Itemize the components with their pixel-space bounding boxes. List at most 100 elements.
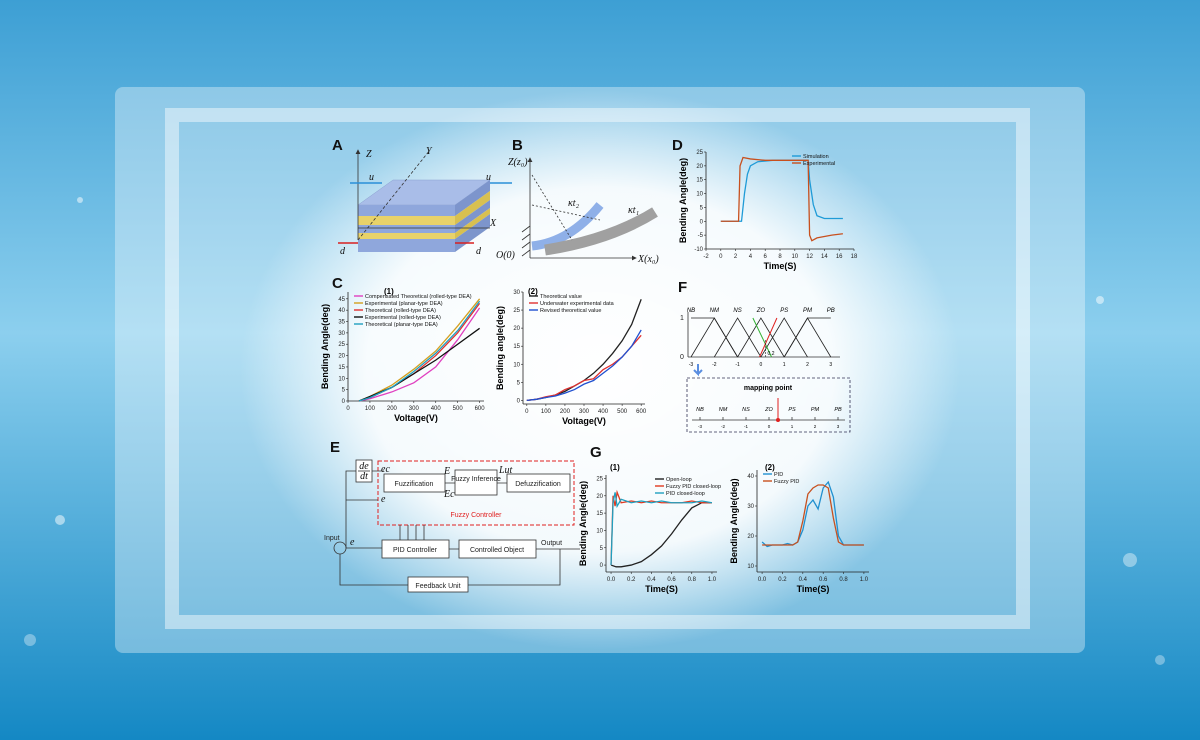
x-tick-label: 0.0 xyxy=(758,577,767,583)
panel-b-path xyxy=(531,174,601,241)
panel-b-text: Z(z₀) xyxy=(508,157,528,168)
x-tick-label: 0 xyxy=(525,409,529,415)
y-tick-label: 5 xyxy=(517,380,521,386)
panel-b-path xyxy=(544,207,658,256)
scale-set: PM xyxy=(811,407,820,413)
y-axis-label: Bending Angle(deg) xyxy=(678,158,688,243)
scale-tick-label: -3 xyxy=(698,424,702,429)
panel-e-text: Fuzzy Controller xyxy=(451,512,503,519)
y-tick-label: 10 xyxy=(513,362,520,368)
series-line xyxy=(610,492,713,566)
x-tick-label: 0.4 xyxy=(647,577,656,583)
chart: 0 100 200 300 400 500 600 0 5 10 15 20 25 30 35 40 45 Vol… xyxy=(320,287,485,423)
scale-tick-label: 1 xyxy=(791,424,794,429)
panel-f-text: 0 xyxy=(680,354,684,361)
y-tick-label: 5 xyxy=(342,388,346,394)
panel-e-text: E xyxy=(443,466,450,477)
y-tick-label: 20 xyxy=(338,354,345,360)
set-label: NB xyxy=(687,308,695,314)
y-tick-label: 40 xyxy=(747,474,754,480)
y-tick-label: 25 xyxy=(596,476,603,482)
chart: 0.0 0.2 0.4 0.6 0.8 1.0 0 5 10 15 20 25 Time(S) Bendi… xyxy=(578,463,721,594)
panel-e-path xyxy=(345,470,507,548)
panel-a: A Z Y X u u d d xyxy=(332,137,512,257)
panel-b-text: X(x₀) xyxy=(637,254,659,265)
y-tick-label: 0 xyxy=(600,563,604,569)
panel-label: G xyxy=(590,444,602,461)
x-tick-label: 1.0 xyxy=(708,577,717,583)
panel-e-text: Ec xyxy=(443,489,455,500)
y-tick-label: 0 xyxy=(342,399,346,405)
set-label: PM xyxy=(803,308,812,314)
panel-e-text: Feedback Unit xyxy=(415,583,460,590)
x-tick-label: 200 xyxy=(387,406,398,412)
x-tick-label: 12 xyxy=(806,254,813,260)
x-tick-label: 300 xyxy=(409,406,420,412)
x-tick-label: 600 xyxy=(475,406,486,412)
x-axis-label: Voltage(V) xyxy=(394,413,438,423)
x-tick-label: 0.2 xyxy=(778,577,787,583)
background-circle xyxy=(1123,553,1137,567)
panel-f-rect xyxy=(686,377,851,433)
background-circle xyxy=(77,197,83,203)
set-label: PB xyxy=(827,308,835,314)
x-tick-label: -2 xyxy=(703,254,709,260)
offset-label: 0.2 xyxy=(768,351,775,357)
panel-e-text: Input xyxy=(324,535,340,542)
panel-a-rect xyxy=(358,233,455,239)
y-tick-label: 30 xyxy=(747,504,754,510)
panel-a-text: Y xyxy=(426,146,433,157)
x-tick-label: 6 xyxy=(764,254,768,260)
x-axis-label: Voltage(V) xyxy=(562,416,606,426)
x-tick-label: 2 xyxy=(734,254,738,260)
legend-label: Simulation xyxy=(803,154,829,160)
panel-a-rect xyxy=(358,239,455,252)
x-tick-label: 400 xyxy=(598,409,609,415)
x-tick-label: 400 xyxy=(431,406,442,412)
y-tick-label: 20 xyxy=(513,326,520,332)
series-line xyxy=(358,300,481,402)
chart: 0 100 200 300 400 500 600 0 5 10 15 20 25 30 Voltage(V… xyxy=(495,287,647,426)
y-tick-label: 35 xyxy=(338,320,345,326)
legend-label: Theoretical (planar-type DEA) xyxy=(365,322,438,328)
panel-a-text: Z xyxy=(366,149,372,160)
panel-a-text: u xyxy=(486,172,491,183)
legend-label: Revised theoretical value xyxy=(540,308,601,314)
legend-label: Experimental (planar-type DEA) xyxy=(365,301,443,307)
panel-b-text: κt₂ xyxy=(568,198,580,209)
y-tick-label: 10 xyxy=(596,528,603,534)
x-tick-label: 4 xyxy=(749,254,753,260)
scale-set: PB xyxy=(834,407,842,413)
y-tick-label: 15 xyxy=(596,511,603,517)
scale-tick-label: -2 xyxy=(721,424,725,429)
chart-title: (2) xyxy=(765,463,775,472)
chart-title: (1) xyxy=(384,287,394,296)
y-tick-label: 5 xyxy=(700,205,704,211)
tick-label: -2 xyxy=(712,362,717,368)
panel-label: C xyxy=(332,275,343,292)
panel-a-polygon xyxy=(455,180,490,216)
background-circle xyxy=(1096,296,1104,304)
x-tick-label: 0.6 xyxy=(667,577,676,583)
background-circle xyxy=(24,634,36,646)
series-line xyxy=(762,484,864,546)
legend-label: Fuzzy PID xyxy=(774,479,799,485)
scale-set: ZO xyxy=(764,407,773,413)
panel-a-polygon xyxy=(455,191,490,225)
y-axis-label: Bending Angle(deg) xyxy=(729,478,739,563)
y-tick-label: 10 xyxy=(338,376,345,382)
y-tick-label: 20 xyxy=(747,534,754,540)
x-tick-label: 14 xyxy=(821,254,828,260)
scale-tick-label: 2 xyxy=(814,424,817,429)
x-tick-label: 0.8 xyxy=(839,577,848,583)
y-tick-label: -5 xyxy=(698,233,704,239)
legend-label: Compensated Theoretical (rolled-type DEA… xyxy=(365,294,472,300)
panel-e-text: E xyxy=(330,439,340,456)
x-tick-label: 0.8 xyxy=(688,577,697,583)
x-tick-label: 200 xyxy=(560,409,571,415)
legend-label: Fuzzy PID closed-loop xyxy=(666,484,721,490)
y-tick-label: 25 xyxy=(513,308,520,314)
panel-a-text: u xyxy=(369,172,374,183)
y-axis-label: Bending Angle(deg) xyxy=(320,304,330,389)
